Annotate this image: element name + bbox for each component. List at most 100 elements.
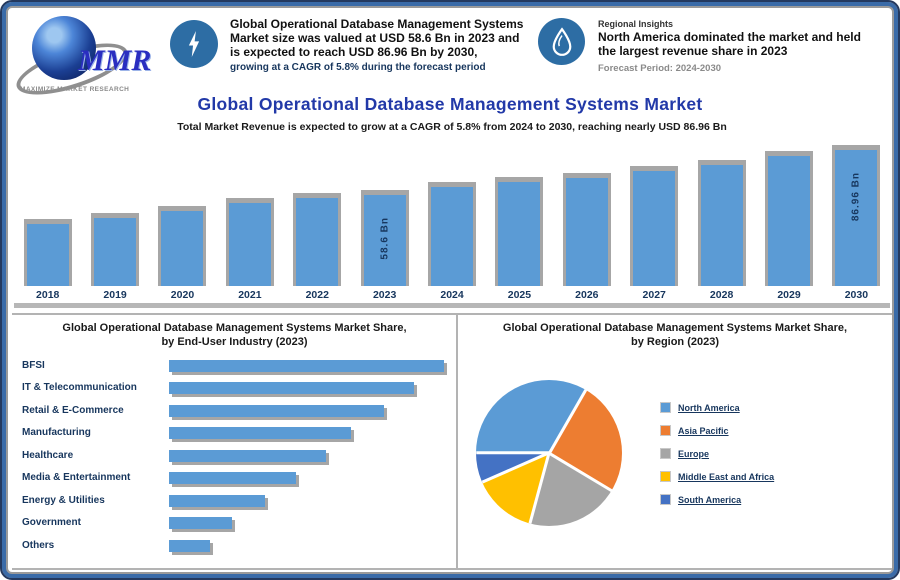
end-user-label: Retail & E-Commerce <box>22 404 124 416</box>
header-stat-1: Global Operational Database Management S… <box>230 17 532 74</box>
bar-shadow <box>764 151 813 286</box>
legend-label: North America <box>678 402 740 413</box>
legend-item: North America <box>660 396 774 419</box>
legend-swatch <box>660 425 671 436</box>
page-subtitle: Total Market Revenue is expected to grow… <box>177 121 727 133</box>
end-user-label: Others <box>22 539 55 551</box>
x-axis-line <box>14 303 890 308</box>
revenue-bar: 86.96 Bn <box>835 150 878 286</box>
legend-label: Asia Pacific <box>678 425 729 436</box>
bar-slot <box>284 142 351 286</box>
bar-slot <box>418 142 485 286</box>
revenue-year-axis: 2018 2019 2020 2021 2022 2023 2024 2025 2026 2027… <box>14 289 890 301</box>
legend-swatch <box>660 448 671 459</box>
end-user-row: Energy & Utilities <box>22 490 455 513</box>
end-user-title-line1: Global Operational Database Management S… <box>62 322 407 334</box>
end-user-row: Media & Entertainment <box>22 467 455 490</box>
end-user-bar <box>169 449 326 462</box>
bar-shadow <box>158 206 207 286</box>
bar-slot <box>755 142 822 286</box>
bar-slot <box>149 142 216 286</box>
divider-horizontal-top <box>12 313 892 315</box>
end-user-label: IT & Telecommunication <box>22 382 137 394</box>
stat1-subtext: growing at a CAGR of 5.8% during the for… <box>230 62 486 74</box>
bar-shadow <box>562 173 611 286</box>
end-user-track <box>169 404 455 417</box>
year-tick-label: 2021 <box>238 289 262 301</box>
end-user-label: Manufacturing <box>22 427 91 439</box>
legend-label: Europe <box>678 448 710 459</box>
year-tick-label: 2025 <box>507 289 532 301</box>
revenue-bar <box>228 203 271 286</box>
stat2-forecast-period: Forecast Period: 2024-2030 <box>598 62 722 74</box>
end-user-row: Retail & E-Commerce <box>22 400 455 423</box>
year-tick-label: 2020 <box>170 289 195 301</box>
end-user-row: BFSI <box>22 355 455 378</box>
year-tick-label: 2023 <box>372 289 397 301</box>
stat2-text: North America dominated the market and h… <box>598 30 861 58</box>
revenue-bar <box>767 156 810 286</box>
globe-icon <box>32 16 96 80</box>
bar-shadow: 58.6 Bn <box>360 190 409 286</box>
logo-caption: MAXIMIZE MARKET RESEARCH <box>20 86 130 93</box>
end-user-label: Energy & Utilities <box>22 494 105 506</box>
legend-label: Middle East and Africa <box>678 471 775 482</box>
revenue-bar <box>565 178 608 286</box>
end-user-label: Government <box>22 517 81 529</box>
year-tick-label: 2029 <box>777 289 801 301</box>
pie-slice-divider <box>547 389 587 454</box>
year-tick-label: 2018 <box>36 289 60 301</box>
year-tick-label: 2026 <box>575 289 599 301</box>
divider-vertical <box>456 314 458 568</box>
droplet-icon <box>538 18 585 65</box>
bar-slot <box>621 142 688 286</box>
revenue-bar <box>498 182 541 286</box>
mmr-logo: MMR MAXIMIZE MARKET RESEARCH <box>10 10 151 105</box>
bar-shadow <box>293 193 342 286</box>
bar-slot <box>553 142 620 286</box>
region-title-line2: by Region (2023) <box>630 336 720 349</box>
end-user-bar <box>169 404 384 417</box>
end-user-row: IT & Telecommunication <box>22 377 455 400</box>
bar-shadow <box>697 160 746 286</box>
divider-horizontal-bottom <box>12 568 892 570</box>
header-stat-2: Regional Insights North America dominate… <box>598 19 874 74</box>
end-user-bars: BFSI IT & Telecommunication Retail & E-Com… <box>14 355 455 558</box>
year-tick-label: 2019 <box>103 289 127 301</box>
bar-value-label: 86.96 Bn <box>850 172 862 222</box>
end-user-bar <box>169 539 210 552</box>
end-user-title-line2: by End-User Industry (2023) <box>161 336 308 349</box>
region-panel-title: Global Operational Database Management S… <box>460 316 890 350</box>
stat1-text: Global Operational Database Management S… <box>230 17 524 59</box>
bar-slot <box>216 142 283 286</box>
end-user-row: Government <box>22 512 455 535</box>
year-tick-label: 2022 <box>305 289 329 301</box>
bar-slot <box>81 142 148 286</box>
revenue-bar <box>161 211 204 286</box>
region-title-line1: Global Operational Database Management S… <box>502 322 848 334</box>
pie-slice-divider <box>476 451 549 455</box>
logo-text: MMR <box>78 44 152 77</box>
end-user-panel-title: Global Operational Database Management S… <box>14 316 455 350</box>
revenue-column-chart: 58.6 Bn 86.96 Bn 2018 2019 2020 2021 2022 2023… <box>14 142 890 308</box>
bar-slot: 86.96 Bn <box>823 142 890 286</box>
bar-shadow <box>495 177 544 286</box>
bar-slot <box>14 142 81 286</box>
bar-shadow <box>225 198 274 286</box>
end-user-track <box>169 359 455 372</box>
region-pie-chart <box>476 380 622 526</box>
bar-shadow <box>91 213 140 286</box>
revenue-bar <box>94 218 137 286</box>
end-user-track <box>169 449 455 462</box>
revenue-bar <box>296 198 339 286</box>
bar-shadow <box>630 166 679 286</box>
region-pie-legend: North America Asia Pacific Europe Middle Ea… <box>660 396 774 511</box>
year-tick-label: 2027 <box>642 289 666 301</box>
end-user-track <box>169 382 455 395</box>
bar-slot <box>486 142 553 286</box>
bar-shadow <box>428 182 477 286</box>
region-share-panel: Global Operational Database Management S… <box>460 316 890 566</box>
end-user-label: BFSI <box>22 359 45 371</box>
lightning-glyph <box>188 31 200 57</box>
